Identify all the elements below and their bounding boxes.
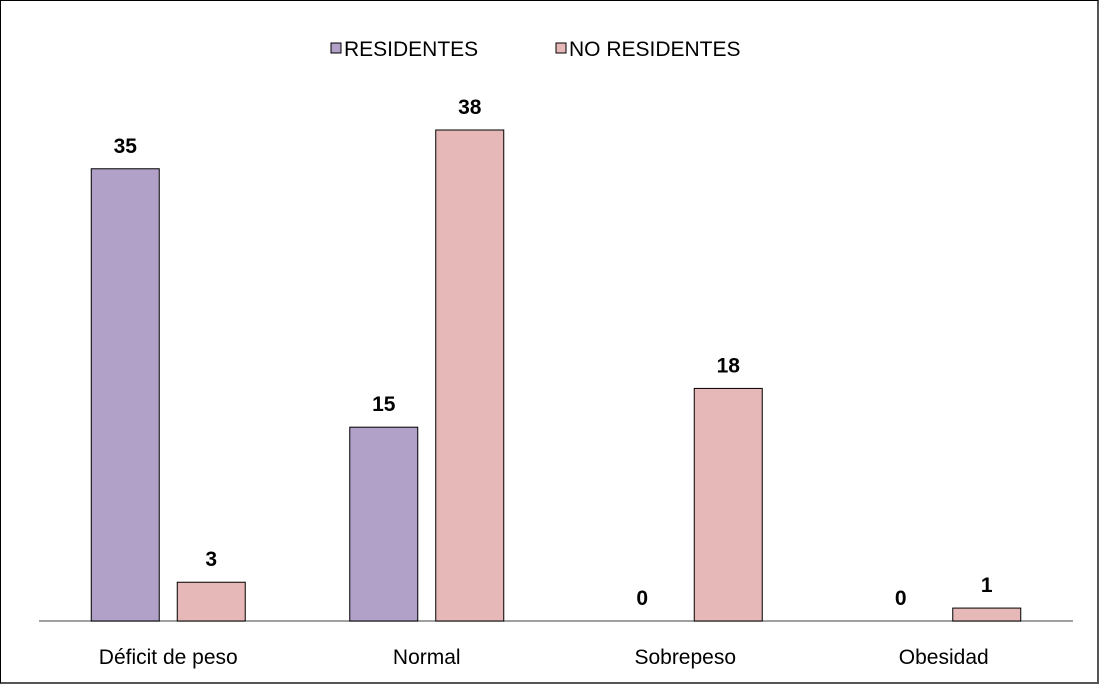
x-tick-label: Normal <box>393 646 461 669</box>
legend-label: RESIDENTES <box>344 38 478 61</box>
data-label: 1 <box>981 574 993 597</box>
legend: RESIDENTES NO RESIDENTES <box>331 38 741 61</box>
data-label: 35 <box>114 135 138 158</box>
x-tick-label: Déficit de peso <box>99 646 238 669</box>
bar-residentes-1 <box>350 427 418 621</box>
legend-swatch <box>556 43 566 53</box>
data-label: 0 <box>636 587 648 610</box>
legend-swatch <box>331 43 341 53</box>
x-tick-label: Sobrepeso <box>634 646 736 669</box>
data-label: 18 <box>717 354 741 377</box>
bar-no-residentes-3 <box>953 608 1021 621</box>
data-label: 15 <box>372 393 396 416</box>
bar-no-residentes-1 <box>436 130 504 621</box>
bar-no-residentes-0 <box>177 582 245 621</box>
x-tick-label: Obesidad <box>899 646 989 669</box>
data-label: 3 <box>205 548 217 571</box>
bar-residentes-0 <box>91 169 159 621</box>
data-label: 0 <box>895 587 907 610</box>
bar-no-residentes-2 <box>694 388 762 621</box>
legend-label: NO RESIDENTES <box>569 38 741 61</box>
data-label: 38 <box>458 96 482 119</box>
